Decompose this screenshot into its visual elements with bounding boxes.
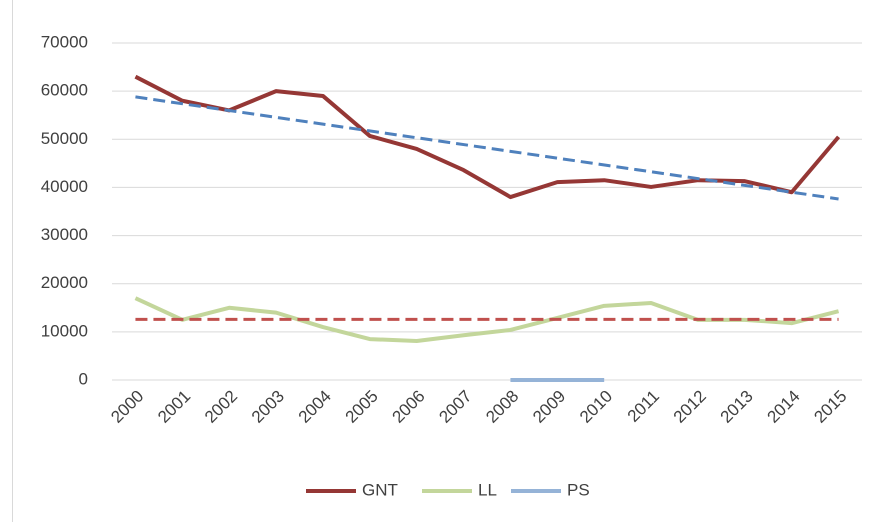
x-tick-label: 2015 — [810, 387, 850, 427]
legend-label: PS — [567, 480, 590, 499]
x-tick-label: 2007 — [435, 387, 475, 427]
x-tick-label: 2002 — [201, 387, 241, 427]
y-tick-label: 20000 — [41, 273, 88, 292]
y-tick-label: 30000 — [41, 225, 88, 244]
x-tick-label: 2001 — [154, 387, 194, 427]
x-tick-label: 2014 — [764, 387, 804, 427]
legend-label: LL — [478, 480, 497, 499]
y-tick-label: 60000 — [41, 81, 88, 100]
x-tick-label: 2000 — [107, 387, 147, 427]
x-tick-label: 2011 — [624, 387, 663, 426]
x-tick-label: 2006 — [389, 387, 429, 427]
x-tick-label: 2003 — [248, 387, 288, 427]
x-tick-label: 2010 — [576, 387, 616, 427]
y-tick-label: 40000 — [41, 177, 88, 196]
x-tick-label: 2013 — [717, 387, 757, 427]
y-tick-label: 0 — [79, 369, 88, 388]
trendline — [135, 95, 839, 201]
y-tick-label: 10000 — [41, 321, 88, 340]
legend-label: GNT — [362, 480, 398, 499]
x-tick-label: 2009 — [529, 387, 569, 427]
series-line — [134, 74, 841, 200]
y-tick-label: 70000 — [41, 32, 88, 51]
y-tick-label: 50000 — [41, 129, 88, 148]
x-tick-label: 2008 — [482, 387, 522, 427]
x-tick-label: 2012 — [670, 387, 710, 427]
x-tick-label: 2004 — [295, 387, 335, 427]
x-tick-label: 2005 — [342, 387, 382, 427]
